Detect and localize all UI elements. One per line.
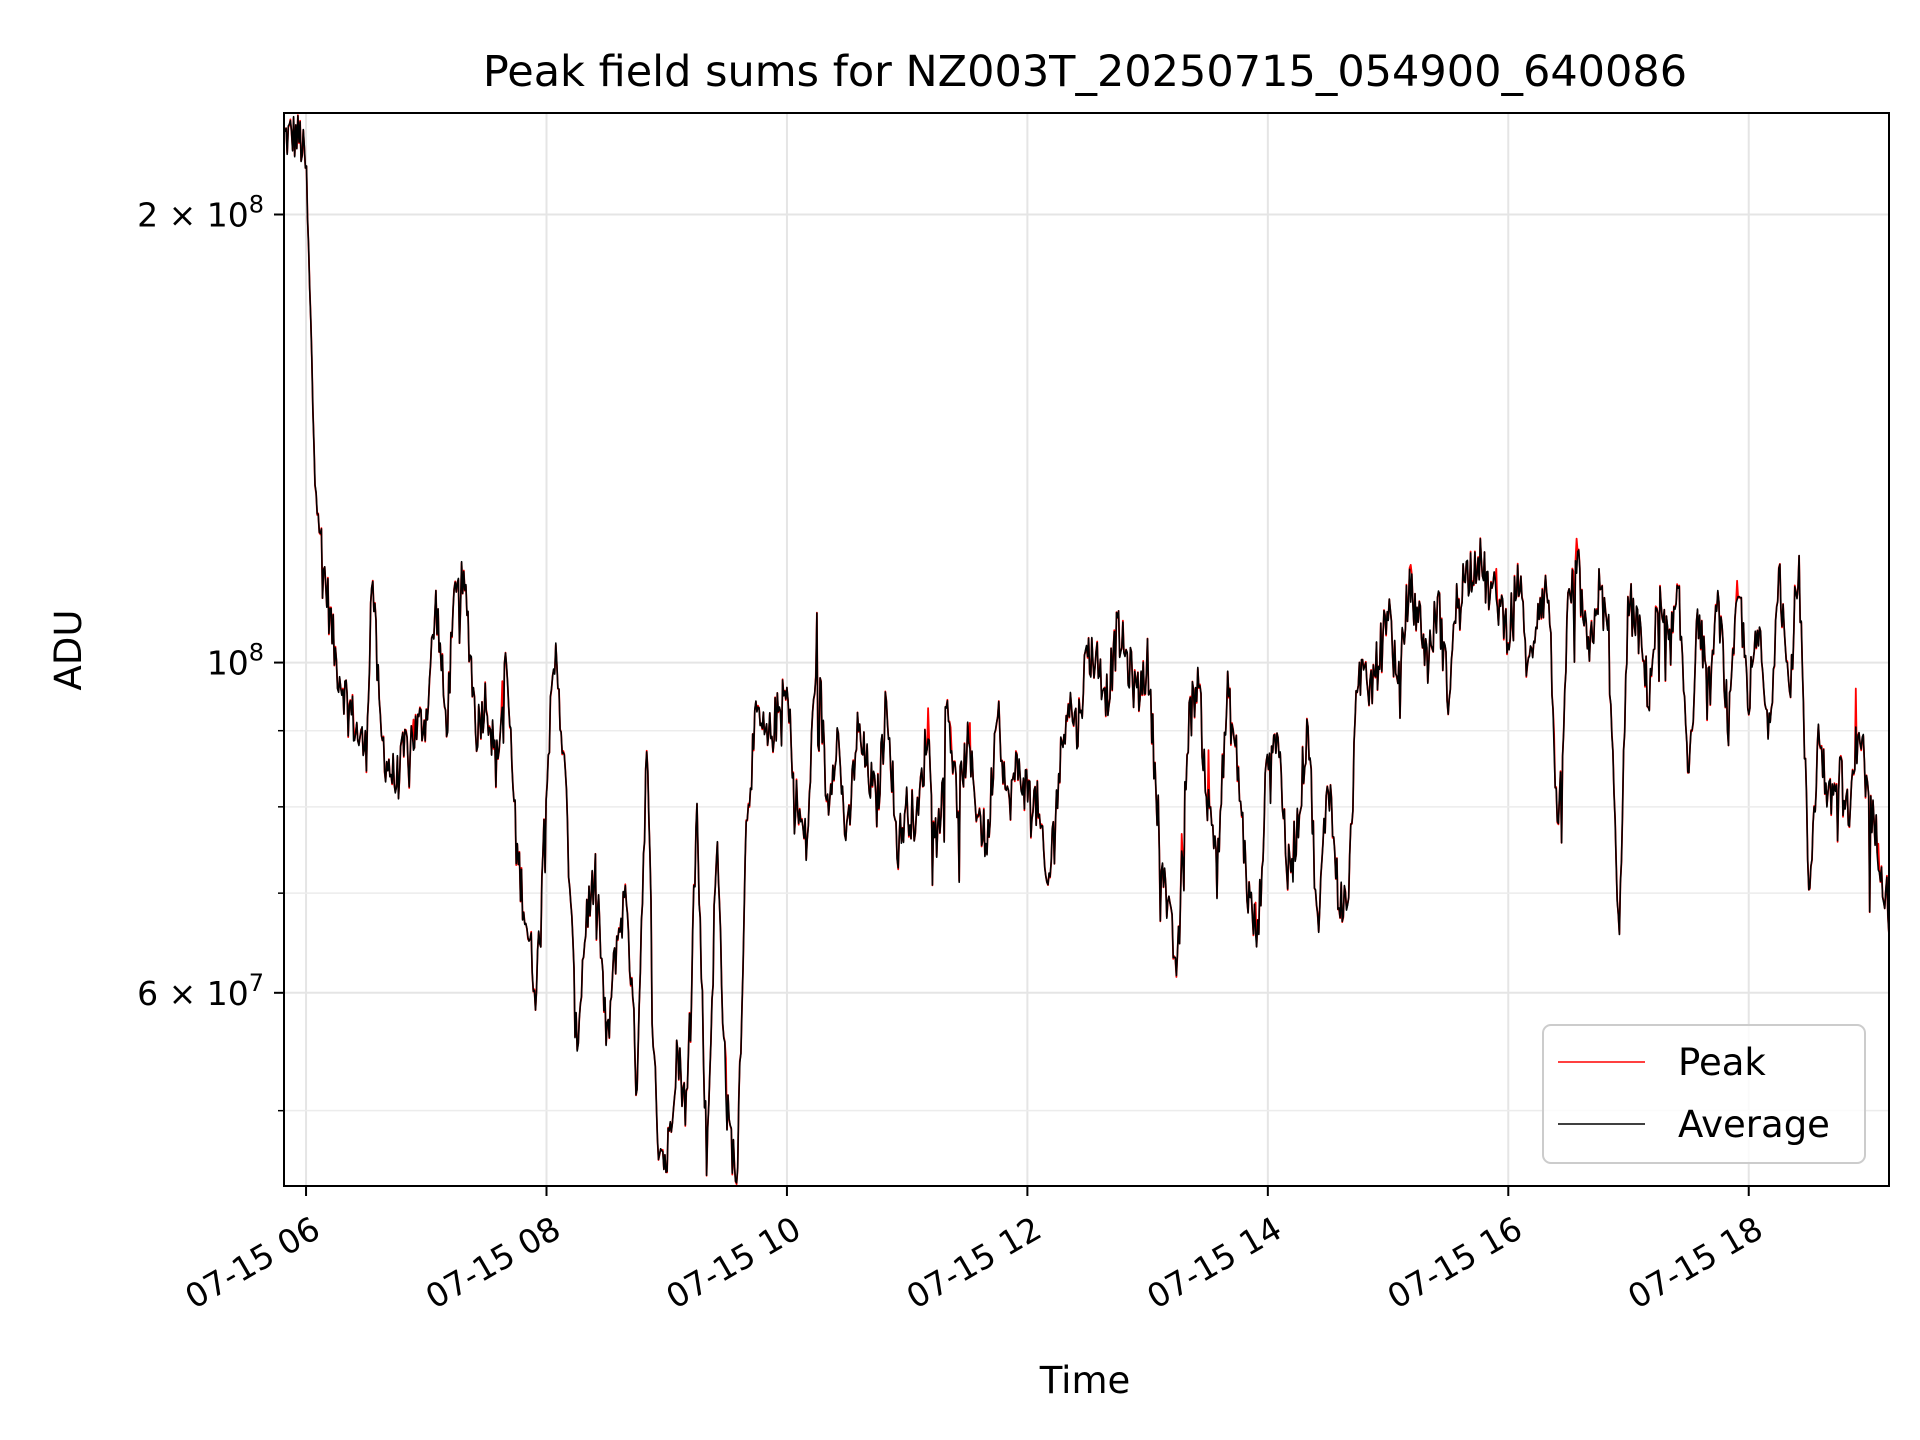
y-tick-exponent: 7 (249, 969, 264, 997)
x-axis-label: Time (1039, 1359, 1131, 1402)
legend-label-peak: Peak (1678, 1041, 1766, 1084)
y-tick-label: 6 × 107 (137, 969, 264, 1013)
chart-title: Peak field sums for NZ003T_20250715_0549… (483, 47, 1687, 97)
y-tick-label: 2 × 108 (137, 190, 264, 234)
legend: Peak Average (1543, 1025, 1865, 1163)
y-tick-exponent: 8 (249, 190, 264, 218)
legend-label-average: Average (1678, 1103, 1830, 1146)
y-axis-label: ADU (47, 610, 90, 691)
y-tick-exponent: 8 (249, 639, 264, 667)
